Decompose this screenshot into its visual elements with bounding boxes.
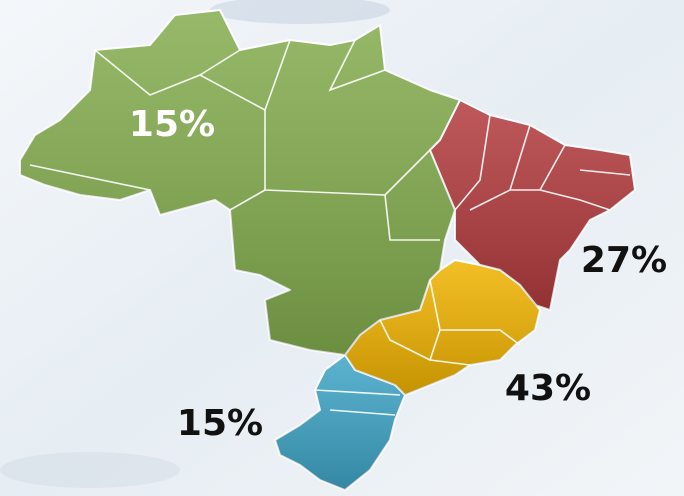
region-label: 15%	[129, 104, 215, 145]
cloud	[210, 0, 390, 24]
region-shade	[345, 260, 540, 395]
cloud	[0, 452, 180, 488]
region-label: 43%	[505, 368, 591, 409]
region-shade	[20, 10, 460, 355]
region-shade	[275, 355, 405, 490]
state-borders	[29, 39, 631, 416]
region-label: 27%	[581, 240, 667, 281]
region-shade	[430, 100, 635, 310]
region-label: 15%	[177, 403, 263, 444]
